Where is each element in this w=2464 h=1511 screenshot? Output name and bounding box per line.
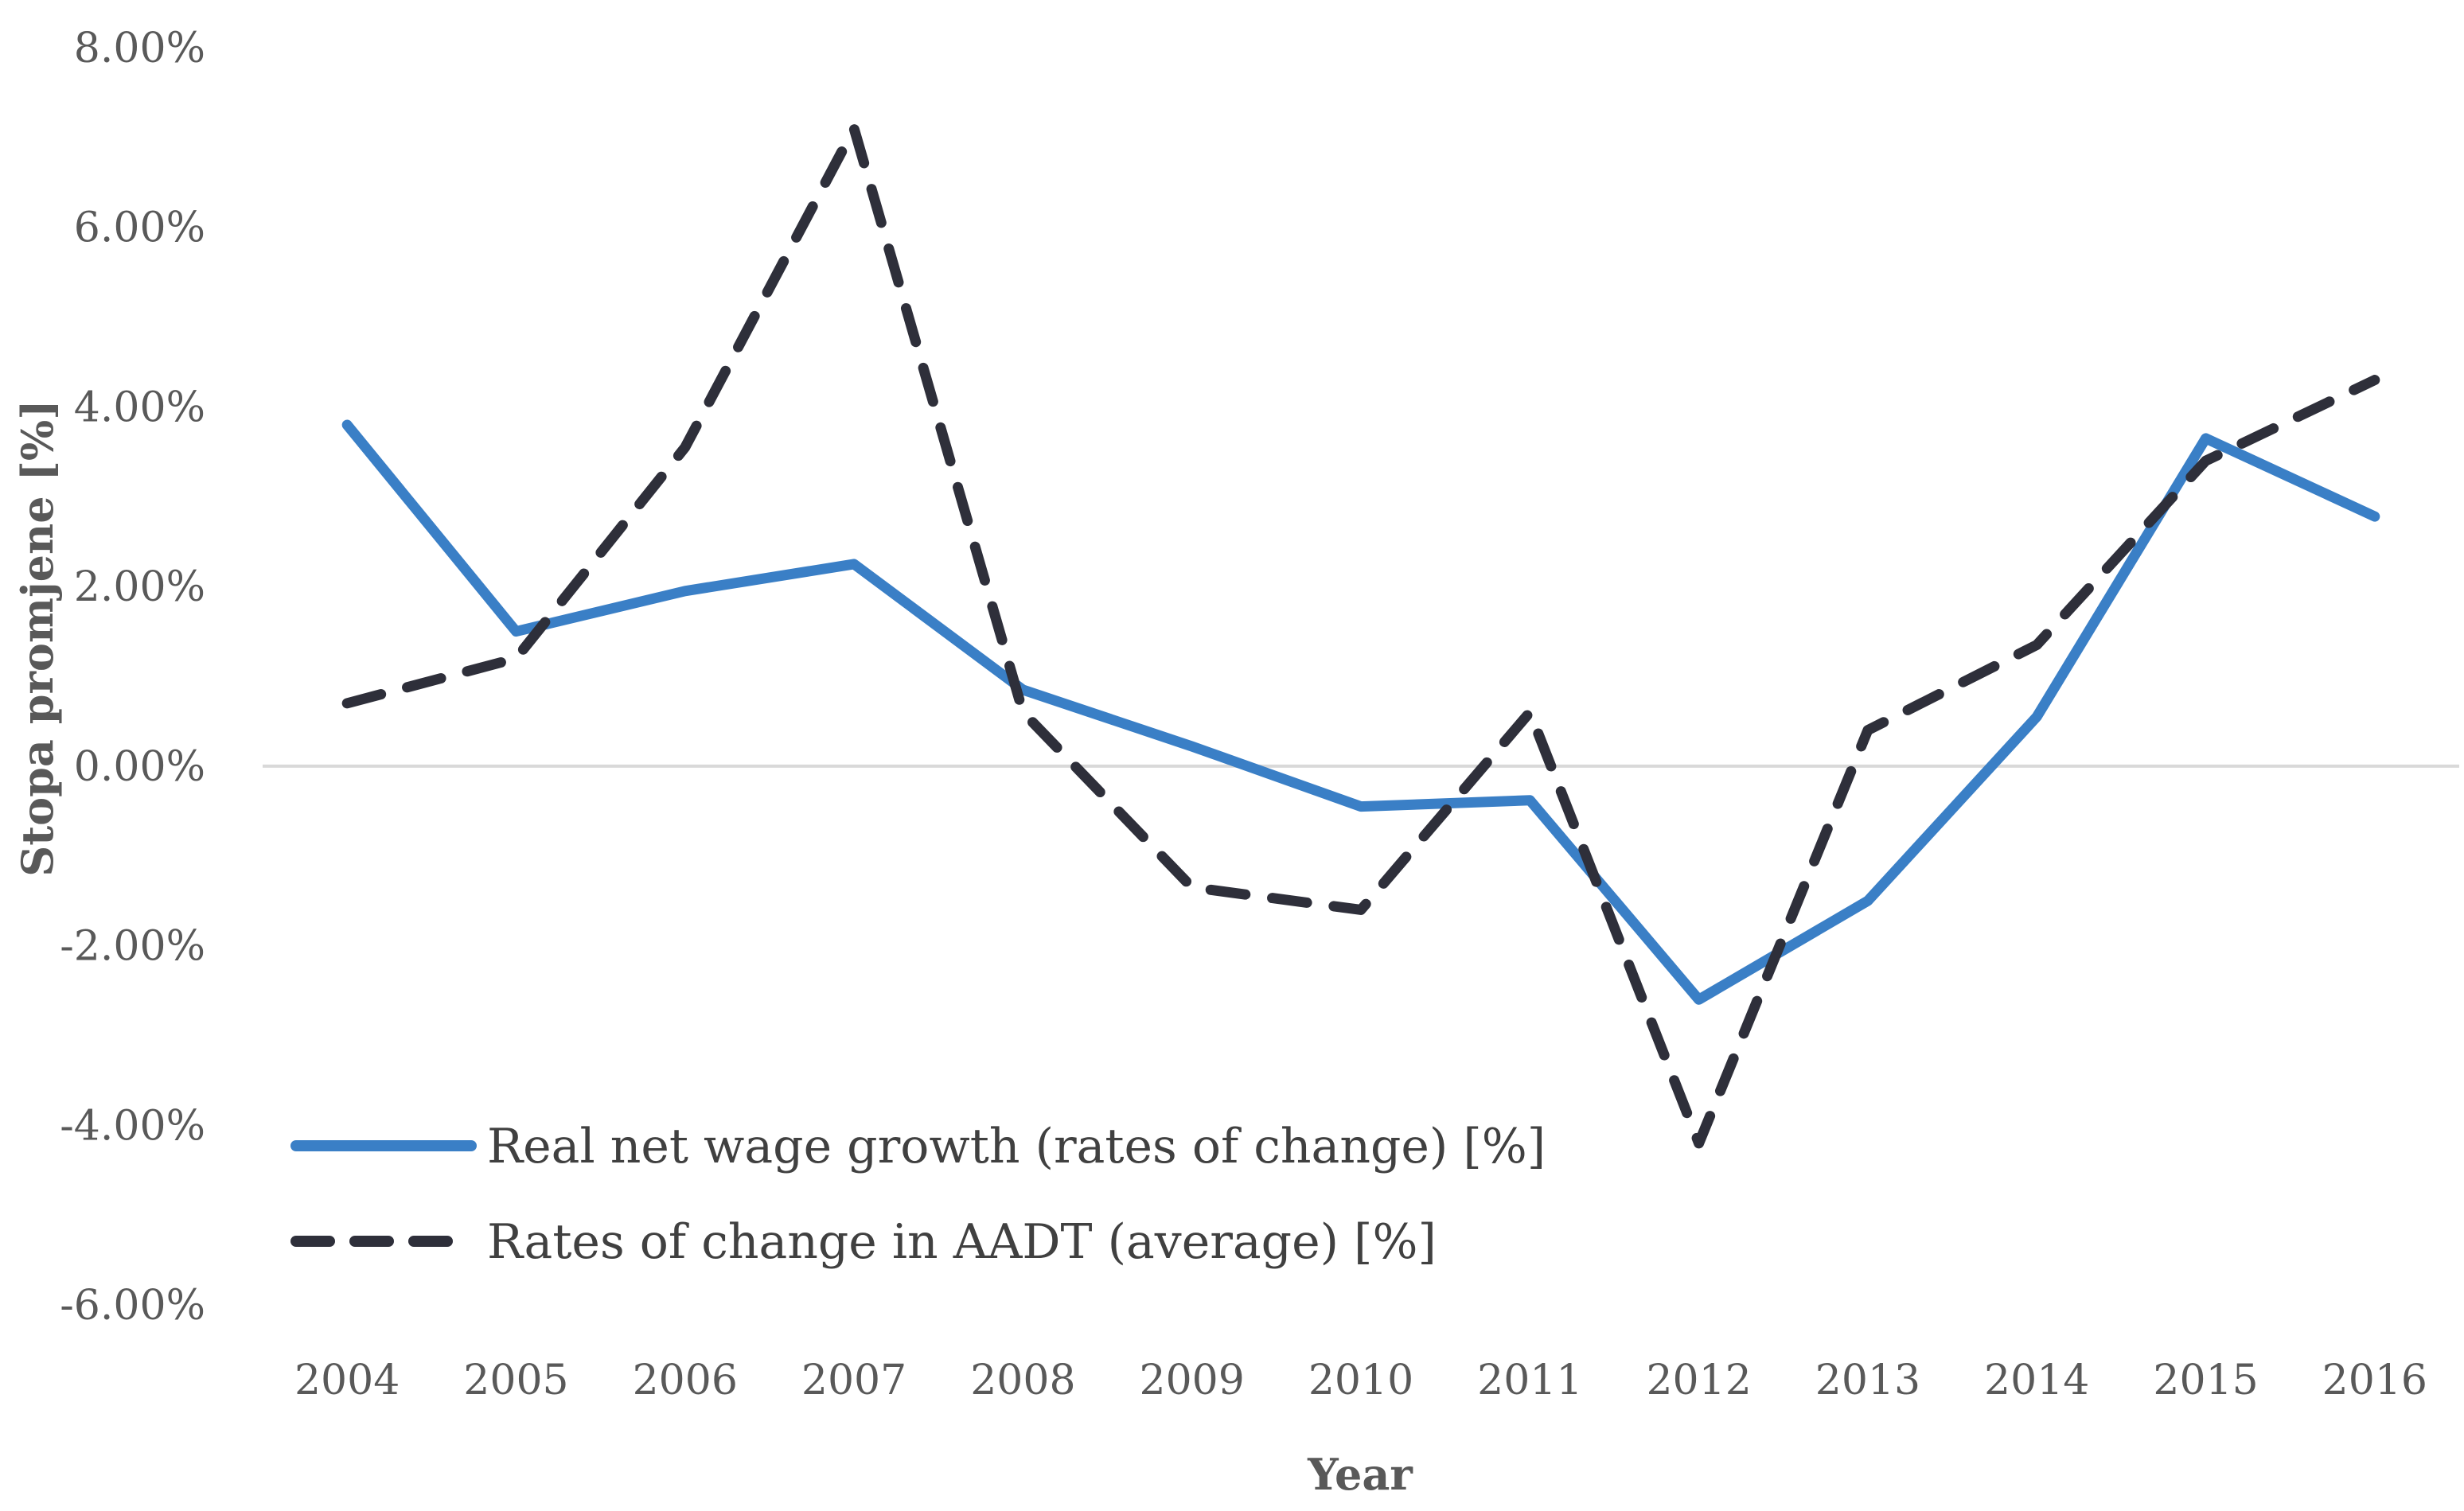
y-tick-label: 0.00% — [74, 743, 205, 791]
legend: Real net wage growth (rates of change) [… — [290, 1119, 1546, 1270]
x-tick-label: 2008 — [970, 1357, 1075, 1404]
y-tick-label: 6.00% — [74, 204, 205, 252]
x-tick-label: 2009 — [1140, 1357, 1245, 1404]
x-tick-label: 2006 — [633, 1357, 738, 1404]
series-line-aadt — [341, 123, 2380, 1149]
series-layer — [341, 123, 2380, 1149]
legend-label-aadt: Rates of change in AADT (average) [%] — [487, 1214, 1437, 1270]
y-tick-label: 2.00% — [74, 563, 205, 611]
x-tick-label: 2013 — [1815, 1357, 1920, 1404]
series-line-wage-growth — [341, 419, 2380, 1005]
x-axis-ticks: 2004 2005 2006 2007 2008 2009 2010 2011 2012 2013… — [294, 1357, 2427, 1404]
y-tick-label: -6.00% — [60, 1282, 205, 1330]
y-axis-ticks: 8.00% 6.00% 4.00% 2.00% 0.00% -2.00% -4.00% -6.… — [60, 25, 205, 1330]
x-tick-label: 2015 — [2153, 1357, 2258, 1404]
x-tick-label: 2010 — [1308, 1357, 1413, 1404]
x-tick-label: 2007 — [801, 1357, 906, 1404]
x-tick-label: 2005 — [463, 1357, 568, 1404]
x-axis-title: Year — [1307, 1449, 1413, 1500]
y-tick-label: -2.00% — [60, 923, 205, 971]
y-axis-title: Stopa promjene [%] — [12, 399, 63, 877]
x-tick-label: 2012 — [1646, 1357, 1751, 1404]
x-tick-label: 2014 — [1984, 1357, 2089, 1404]
y-tick-label: -4.00% — [60, 1102, 205, 1150]
x-tick-label: 2016 — [2322, 1357, 2427, 1404]
x-tick-label: 2004 — [294, 1357, 400, 1404]
y-tick-label: 4.00% — [74, 384, 205, 431]
y-tick-label: 8.00% — [74, 25, 205, 72]
legend-label-wage: Real net wage growth (rates of change) [… — [487, 1119, 1546, 1174]
x-tick-label: 2011 — [1477, 1357, 1582, 1404]
